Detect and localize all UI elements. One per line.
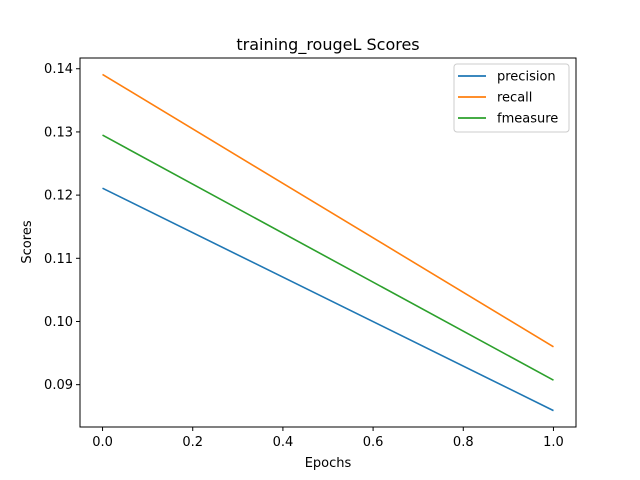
series-line-precision bbox=[102, 187, 554, 412]
legend-label-precision: precision bbox=[497, 70, 556, 85]
x-tick-label: 0.0 bbox=[92, 435, 113, 450]
series-line-fmeasure bbox=[102, 134, 554, 381]
legend-label-fmeasure: fmeasure bbox=[497, 112, 558, 127]
y-tick-label: 0.14 bbox=[44, 62, 73, 77]
x-tick-label: 0.4 bbox=[273, 435, 294, 450]
y-tick-label: 0.11 bbox=[44, 252, 73, 267]
x-tick-label: 0.8 bbox=[453, 435, 474, 450]
y-axis-ticks: 0.09 0.10 0.11 0.12 0.13 0.14 bbox=[44, 62, 80, 393]
y-tick-label: 0.13 bbox=[44, 125, 73, 140]
x-tick-label: 0.6 bbox=[363, 435, 384, 450]
x-tick-label: 0.2 bbox=[182, 435, 203, 450]
series-lines bbox=[102, 73, 554, 412]
x-axis-label: Epochs bbox=[305, 456, 352, 471]
legend-box bbox=[453, 63, 570, 133]
x-axis-ticks: 0.0 0.2 0.4 0.6 0.8 1.0 bbox=[92, 427, 564, 450]
x-tick-label: 1.0 bbox=[543, 435, 564, 450]
legend-label-recall: recall bbox=[497, 91, 532, 106]
y-axis-label: Scores bbox=[20, 220, 35, 263]
y-tick-label: 0.12 bbox=[44, 189, 73, 204]
series-line-recall bbox=[102, 73, 554, 348]
plot-area bbox=[79, 57, 577, 428]
legend: precision recall fmeasure bbox=[453, 63, 570, 133]
y-tick-label: 0.10 bbox=[44, 315, 73, 330]
chart-title: training_rougeL Scores bbox=[236, 35, 419, 55]
y-tick-label: 0.09 bbox=[44, 378, 73, 393]
